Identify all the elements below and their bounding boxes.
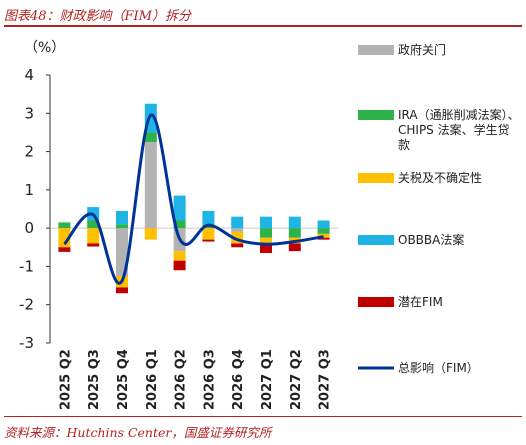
legend-swatch-0 [358, 45, 394, 55]
bar-segment-2-3 [144, 228, 157, 240]
x-category-label: 2026 Q1 [145, 349, 160, 410]
x-category-label: 2026 Q3 [202, 349, 217, 410]
bar-segment-1-4 [173, 220, 186, 229]
bar-segment-4-2 [116, 287, 128, 294]
y-unit-label: （%） [24, 40, 65, 56]
x-category-label: 2027 Q3 [318, 349, 333, 410]
bar-segment-1-1 [87, 220, 100, 229]
bar-segment-1-8 [288, 228, 301, 238]
y-tick-label: 4 [24, 66, 34, 84]
y-tick-label: 1 [24, 181, 34, 199]
bar-segment-3-6 [231, 216, 244, 229]
bar-segment-0-6 [231, 228, 244, 232]
bar-segment-4-0 [58, 247, 71, 252]
bar-segment-1-9 [317, 228, 330, 234]
bar-segment-4-5 [202, 239, 215, 242]
y-tick-label: -3 [19, 334, 34, 352]
x-category-label: 2026 Q2 [174, 349, 189, 410]
x-category-label: 2027 Q1 [260, 349, 275, 410]
legend-swatch-1 [358, 110, 394, 120]
bar-segment-4-4 [173, 260, 186, 271]
bar-segment-4-1 [87, 243, 100, 247]
bar-segment-2-4 [173, 251, 186, 261]
legend-label-2: 关税及不确定性 [398, 170, 482, 185]
x-category-label: 2025 Q4 [116, 349, 131, 410]
bar-segment-3-7 [260, 216, 272, 229]
y-tick-label: -1 [19, 257, 34, 275]
figure-header: 图表48：财政影响（FIM）拆分 [4, 2, 522, 27]
bar-segment-2-7 [260, 237, 272, 246]
bar-segment-0-3 [144, 142, 157, 229]
legend-label-5: 总影响（FIM） [398, 360, 479, 375]
bar-segment-3-9 [317, 220, 330, 229]
source-rule [4, 416, 522, 417]
bar-segment-2-1 [87, 228, 100, 244]
legend-swatch-4 [358, 297, 394, 307]
x-category-label: 2027 Q2 [289, 349, 304, 410]
bar-segment-2-5 [202, 228, 215, 240]
figure-footer: 资料来源：Hutchins Center，国盛证券研究所 [4, 416, 522, 444]
y-tick-label: -2 [19, 296, 34, 314]
bar-segment-4-9 [317, 237, 330, 240]
legend-label-1: IRA（通胀削减法案）、 CHIPS 法案、学生贷款 [398, 107, 520, 152]
x-category-label: 2025 Q2 [58, 349, 73, 410]
bar-segment-1-3 [144, 132, 157, 142]
x-category-label: 2025 Q3 [87, 349, 102, 410]
bar-segment-2-9 [317, 233, 330, 238]
bar-segment-4-7 [260, 245, 272, 254]
y-tick-label: 2 [24, 143, 34, 161]
source-note: 资料来源：Hutchins Center，国盛证券研究所 [4, 425, 272, 440]
bar-segment-3-4 [173, 195, 186, 221]
bar-segment-4-6 [231, 243, 244, 248]
bar-segment-4-8 [288, 243, 301, 252]
figure-title: 图表48：财政影响（FIM）拆分 [4, 9, 192, 24]
bar-segment-3-8 [288, 216, 301, 229]
legend-label-3: OBBBA法案 [398, 232, 464, 247]
bar-segment-2-6 [231, 231, 244, 244]
legend-swatch-2 [358, 173, 394, 183]
legend-label-4: 潜在FIM [398, 295, 443, 309]
legend-swatch-3 [358, 235, 394, 245]
bar-segment-1-2 [116, 224, 128, 229]
title-rule [4, 25, 522, 27]
bar-segment-3-2 [116, 210, 128, 225]
y-tick-label: 3 [24, 104, 34, 122]
bar-segment-1-0 [58, 222, 71, 229]
total-impact-line [63, 113, 324, 285]
x-category-label: 2026 Q4 [231, 349, 246, 410]
y-tick-label: 0 [24, 219, 34, 237]
bar-segment-1-7 [260, 228, 272, 238]
bar-segment-3-5 [202, 210, 215, 225]
legend-label-0: 政府关门 [398, 42, 446, 57]
